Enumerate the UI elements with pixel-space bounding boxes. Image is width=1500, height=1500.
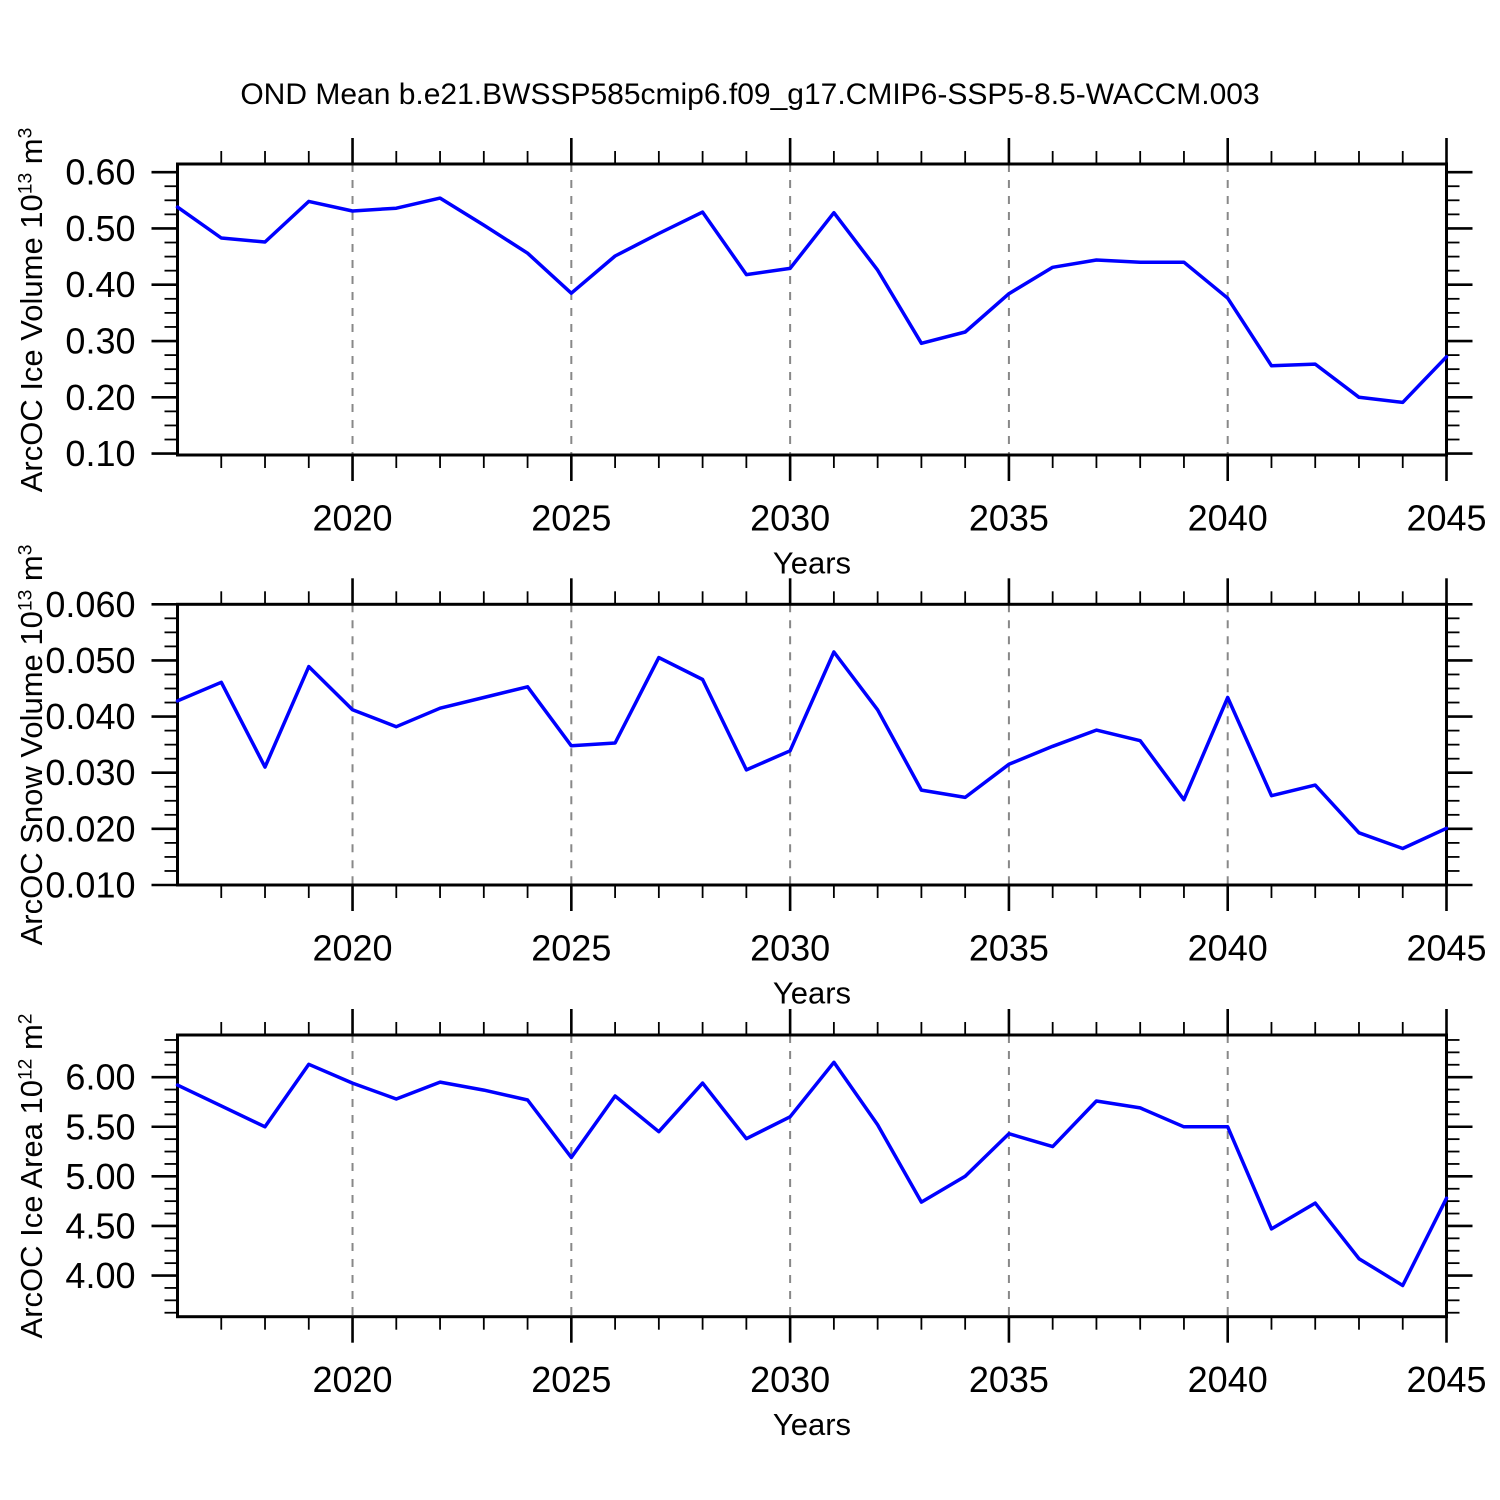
y-tick-label: 0.040 bbox=[45, 696, 135, 737]
y-tick-label: 0.30 bbox=[65, 321, 135, 362]
plot-frame bbox=[176, 162, 1448, 457]
x-tick-label: 2025 bbox=[531, 1359, 611, 1400]
y-tick-label: 4.00 bbox=[65, 1255, 135, 1296]
x-tick-label: 2045 bbox=[1406, 498, 1486, 539]
plot-frame bbox=[176, 602, 1448, 887]
plot-frame bbox=[176, 1033, 1448, 1319]
data-line-panel1 bbox=[175, 196, 1449, 405]
x-tick-label: 2040 bbox=[1188, 928, 1268, 969]
y-tick-label: 0.40 bbox=[65, 264, 135, 305]
y-tick-label: 0.20 bbox=[65, 377, 135, 418]
data-line-panel2 bbox=[175, 650, 1449, 851]
y-tick-label: 0.050 bbox=[45, 640, 135, 681]
x-axis-title: Years bbox=[773, 546, 851, 581]
x-tick-label: 2040 bbox=[1188, 1359, 1268, 1400]
figure-title: OND Mean b.e21.BWSSP585cmip6.f09_g17.CMI… bbox=[240, 78, 1260, 111]
data-line-panel3 bbox=[175, 1060, 1449, 1288]
x-tick-label: 2030 bbox=[750, 1359, 830, 1400]
y-tick-label: 0.030 bbox=[45, 752, 135, 793]
x-tick-label: 2045 bbox=[1406, 928, 1486, 969]
x-tick-label: 2030 bbox=[750, 498, 830, 539]
x-tick-label: 2035 bbox=[969, 1359, 1049, 1400]
y-tick-label: 0.010 bbox=[45, 865, 135, 906]
x-tick-label: 2035 bbox=[969, 498, 1049, 539]
y-tick-label: 5.00 bbox=[65, 1156, 135, 1197]
x-tick-label: 2025 bbox=[531, 498, 611, 539]
y-tick-label: 0.060 bbox=[45, 584, 135, 625]
x-tick-label: 2040 bbox=[1188, 498, 1268, 539]
x-tick-label: 2020 bbox=[312, 928, 392, 969]
y-tick-label: 5.50 bbox=[65, 1106, 135, 1147]
y-tick-label: 4.50 bbox=[65, 1205, 135, 1246]
y-tick-label: 0.50 bbox=[65, 208, 135, 249]
x-tick-label: 2035 bbox=[969, 928, 1049, 969]
x-axis-title: Years bbox=[773, 1407, 851, 1442]
y-tick-label: 0.020 bbox=[45, 808, 135, 849]
x-tick-label: 2045 bbox=[1406, 1359, 1486, 1400]
x-tick-label: 2025 bbox=[531, 928, 611, 969]
x-tick-label: 2020 bbox=[312, 498, 392, 539]
x-tick-label: 2030 bbox=[750, 928, 830, 969]
y-tick-label: 0.10 bbox=[65, 433, 135, 474]
x-tick-label: 2020 bbox=[312, 1359, 392, 1400]
y-tick-label: 0.60 bbox=[65, 152, 135, 193]
x-axis-title: Years bbox=[773, 976, 851, 1011]
y-tick-label: 6.00 bbox=[65, 1057, 135, 1098]
